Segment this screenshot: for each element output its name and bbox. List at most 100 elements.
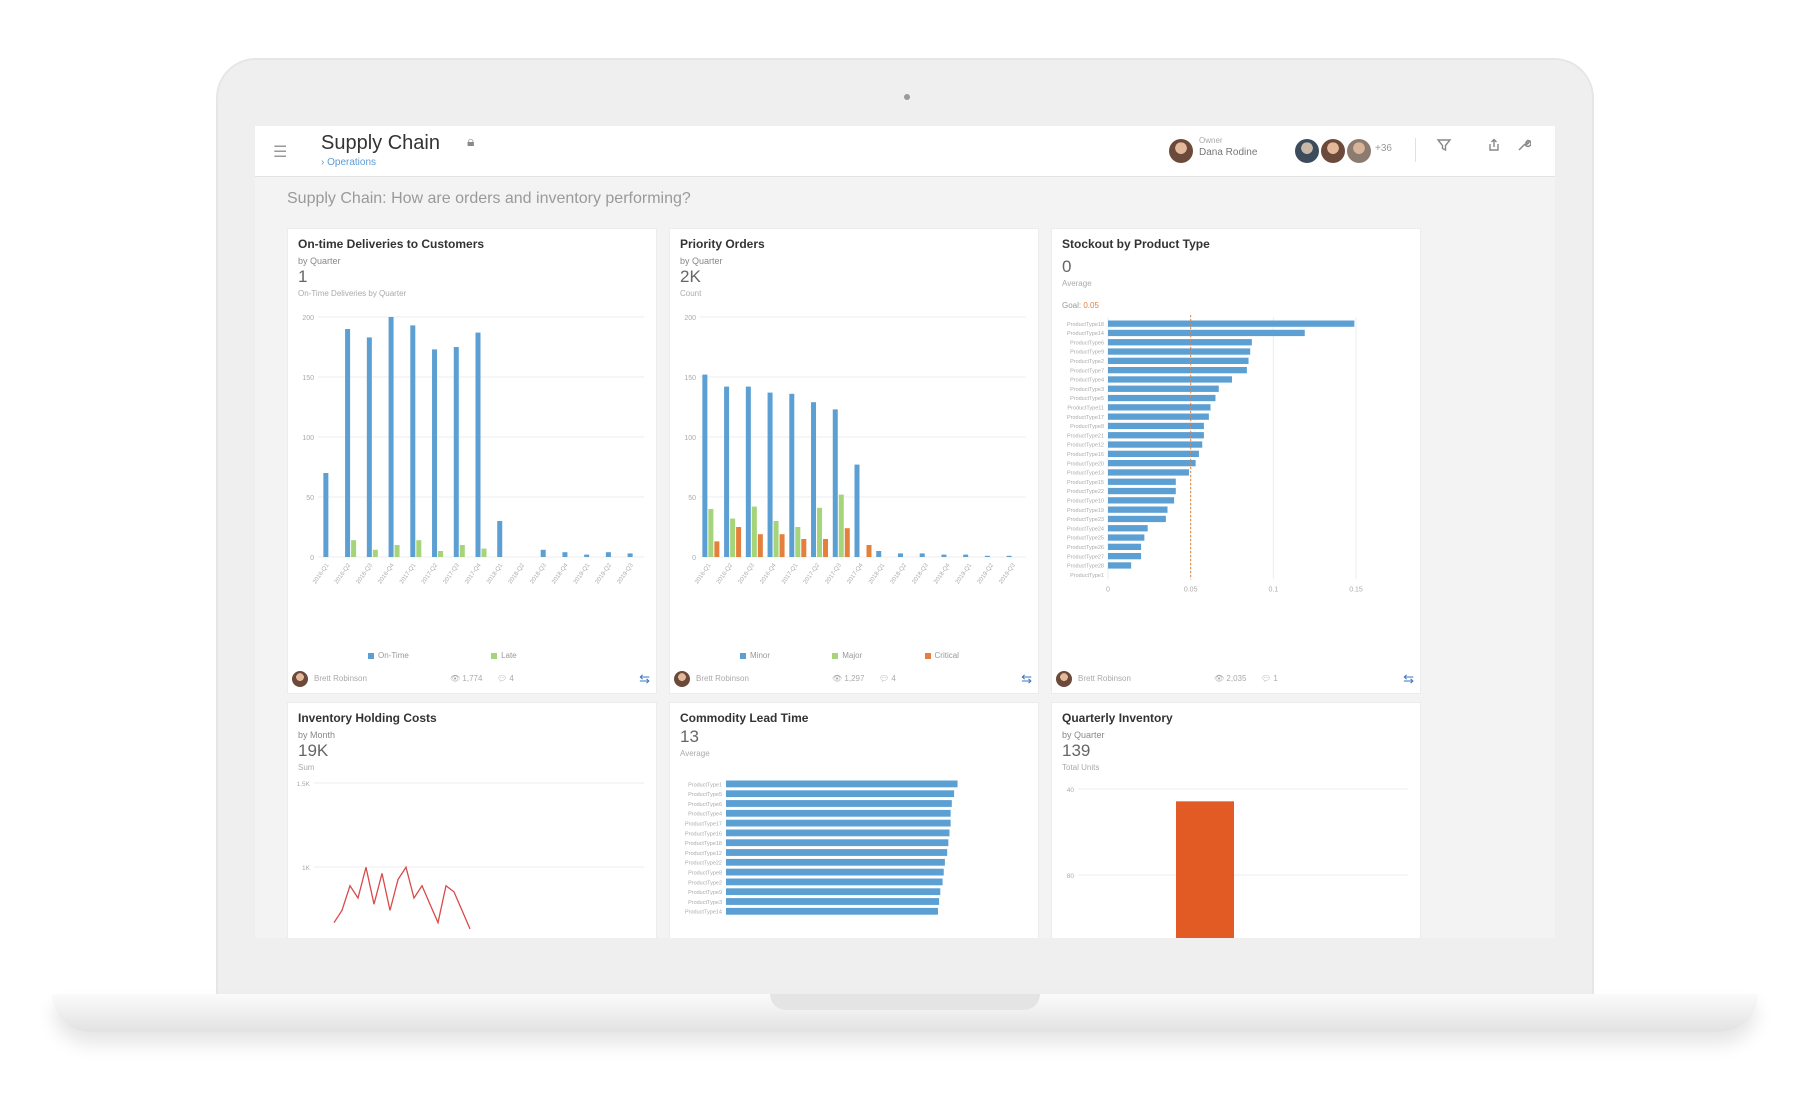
hamburger-icon[interactable]: ☰ <box>273 144 288 161</box>
bar <box>1108 422 1204 430</box>
bar-late <box>351 540 357 557</box>
y-tick-label: ProductType12 <box>1067 443 1104 449</box>
x-tick-label: 2016-Q3 <box>356 562 375 585</box>
y-tick-label: ProductType22 <box>1067 489 1104 495</box>
wrench-icon[interactable] <box>1517 138 1532 157</box>
bar-minor <box>919 553 925 557</box>
x-tick-label: 2016-Q3 <box>738 562 757 585</box>
bar-minor <box>1006 555 1012 557</box>
y-tick-label: 80 <box>1067 873 1075 880</box>
breadcrumb[interactable]: › Operations <box>321 157 377 168</box>
legend-item[interactable]: Critical <box>924 651 959 660</box>
author-avatar[interactable] <box>674 671 690 687</box>
bar-minor <box>963 554 969 557</box>
y-tick-label: ProductType18 <box>1067 322 1104 328</box>
card-subtitle: by Month <box>298 730 336 740</box>
card-priority-orders[interactable]: Priority Orders by Quarter 2K Count 0 50 1… <box>669 228 1039 694</box>
views-count: 👁︎ 2,035 <box>1214 674 1247 683</box>
collaborator-count[interactable]: +36 <box>1375 143 1392 154</box>
share-to-chat-icon[interactable]: ⇆ <box>1021 671 1032 686</box>
collaborator-avatar[interactable] <box>1295 139 1319 163</box>
bar <box>1108 367 1247 374</box>
kpi-label: Average <box>680 749 710 758</box>
y-tick-label: ProductType2 <box>688 880 722 886</box>
kpi-label: Sum <box>298 763 315 772</box>
x-tick-label: 2018-Q2 <box>508 562 527 585</box>
legend-item[interactable]: Minor <box>740 651 770 660</box>
x-tick-label: 2019-Q2 <box>595 562 614 585</box>
x-tick-label: 2017-Q2 <box>803 562 822 585</box>
bar-on-time <box>388 317 394 557</box>
kpi-value: 0 <box>1062 257 1072 276</box>
kpi-label: Total Units <box>1062 763 1100 772</box>
x-tick-label: 2016-Q1 <box>694 562 713 585</box>
legend-item[interactable]: Major <box>832 651 862 660</box>
y-tick-label: ProductType27 <box>1067 554 1104 560</box>
y-tick-label: ProductType23 <box>1067 517 1104 523</box>
legend-item[interactable]: Late <box>491 651 517 660</box>
card-inventory-holding-costs[interactable]: Inventory Holding Costs by Month 19K Sum… <box>287 702 657 938</box>
bar <box>726 868 944 876</box>
y-tick-label: ProductType12 <box>685 851 722 857</box>
bar <box>1108 329 1305 337</box>
legend-label: Major <box>842 651 863 660</box>
camera-dot <box>904 94 910 100</box>
card-quarterly-inventory[interactable]: Quarterly Inventory by Quarter 139 Total… <box>1051 702 1421 938</box>
legend-label: Late <box>501 651 517 660</box>
legend-item[interactable]: On-Time <box>368 651 409 660</box>
y-tick-label: ProductType5 <box>1070 396 1104 402</box>
collaborator-avatar[interactable] <box>1347 139 1371 163</box>
bar <box>726 790 955 798</box>
x-tick-label: 2016-Q2 <box>716 562 735 585</box>
x-tick-label: 2017-Q1 <box>399 562 418 585</box>
owner-avatar[interactable] <box>1169 139 1193 163</box>
comments-value: 4 <box>509 674 514 683</box>
comments-count[interactable]: 💬︎ 4 <box>879 674 896 683</box>
author-avatar[interactable] <box>1056 671 1072 687</box>
bar <box>1108 404 1211 411</box>
bar-late <box>416 540 422 557</box>
y-tick-label: 150 <box>302 375 314 382</box>
ontime-bar-chart: 0 50 100 150 200 2016-Q1 2016-Q2 2016-Q3 2016-Q4… <box>302 315 644 585</box>
comments-value: 4 <box>891 674 896 683</box>
card-ontime-deliveries[interactable]: On-time Deliveries to Customers by Quart… <box>287 228 657 694</box>
card-title: Inventory Holding Costs <box>298 711 437 725</box>
card-title: Commodity Lead Time <box>680 711 809 725</box>
x-tick-label: 2019-Q3 <box>998 562 1017 585</box>
card-stockout[interactable]: Stockout by Product Type 0 Average Goal:… <box>1051 228 1421 694</box>
bar <box>1108 441 1203 448</box>
bar <box>1108 553 1142 560</box>
card-commodity-lead-time[interactable]: Commodity Lead Time 13 Average ProductTy… <box>669 702 1039 938</box>
bar-on-time <box>366 337 372 557</box>
x-tick-label: 2016-Q2 <box>334 562 353 585</box>
toolbar-divider <box>1415 138 1416 162</box>
filter-icon[interactable] <box>1436 138 1452 157</box>
y-tick-label: 50 <box>688 495 696 502</box>
y-tick-label: ProductType10 <box>1067 499 1104 505</box>
x-tick-label: 2018-Q1 <box>486 562 505 585</box>
bar <box>726 780 958 788</box>
bar-on-time <box>605 552 611 557</box>
bar-minor <box>811 402 817 557</box>
share-to-chat-icon[interactable]: ⇆ <box>1403 671 1414 686</box>
comments-count[interactable]: 💬︎ 1 <box>1261 674 1278 683</box>
chart-legend: Minor Major Critical <box>740 651 959 660</box>
bar <box>726 898 940 905</box>
views-value: 1,297 <box>844 674 865 683</box>
share-icon[interactable] <box>1487 138 1501 157</box>
bar <box>1108 487 1176 495</box>
collaborator-avatar[interactable] <box>1321 139 1345 163</box>
comments-count[interactable]: 💬︎ 4 <box>497 674 514 683</box>
y-tick-label: ProductType11 <box>1067 406 1104 412</box>
y-tick-label: ProductType4 <box>688 812 722 818</box>
y-tick-label: ProductType6 <box>688 802 722 808</box>
y-tick-label: ProductType13 <box>1067 471 1104 477</box>
x-tick-label: 2019-Q1 <box>573 562 592 585</box>
bar-on-time <box>497 521 503 557</box>
card-subtitle: by Quarter <box>680 256 723 266</box>
views-value: 1,774 <box>462 674 483 683</box>
bar <box>726 858 945 866</box>
author-avatar[interactable] <box>292 671 308 687</box>
share-to-chat-icon[interactable]: ⇆ <box>639 671 650 686</box>
y-tick-label: 100 <box>302 435 314 442</box>
